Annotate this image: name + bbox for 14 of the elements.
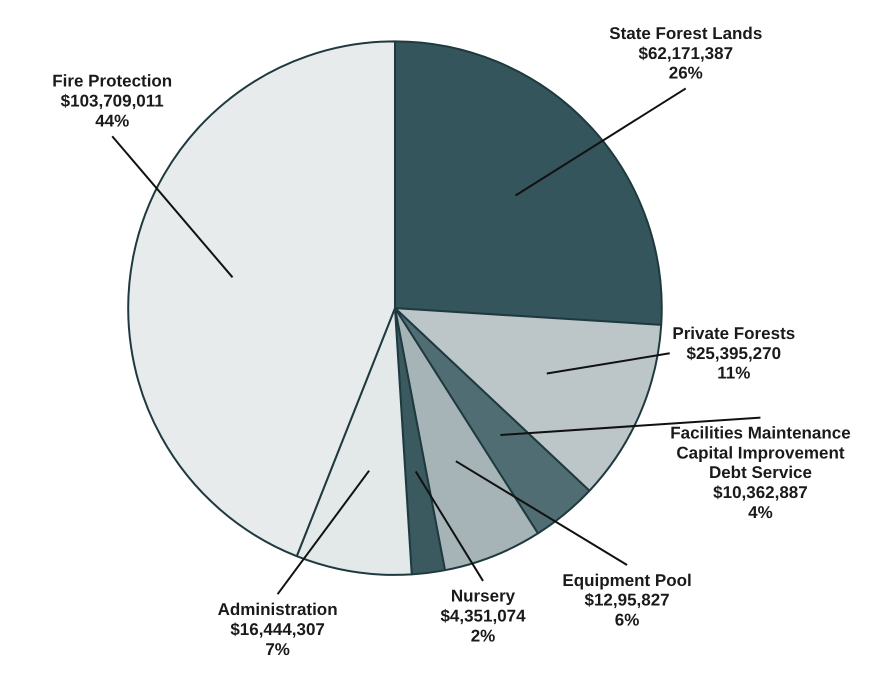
data-label: $12,95,827 6% bbox=[584, 590, 670, 630]
data-label: $103,709,011 44% bbox=[60, 92, 164, 130]
data-label: $16,444,307 7% bbox=[230, 620, 325, 659]
slice-label: State Forest Lands bbox=[609, 24, 762, 43]
data-label: $25,395,270 11% bbox=[686, 344, 782, 383]
slice-label: Equipment Pool bbox=[562, 570, 692, 590]
slice-label: Nursery bbox=[450, 586, 516, 606]
slice-label: Facilities Maintenance Capital Improvement Debt Service bbox=[670, 423, 851, 482]
slice-label: Fire Protection bbox=[52, 72, 172, 91]
slice-label: Private Forests bbox=[672, 324, 796, 343]
data-label: $10,362,887 4% bbox=[713, 483, 808, 522]
data-label: $4,351,074 2% bbox=[440, 606, 526, 646]
slice-label: Administration bbox=[218, 600, 338, 619]
data-label: $62,171,387 26% bbox=[638, 44, 734, 83]
